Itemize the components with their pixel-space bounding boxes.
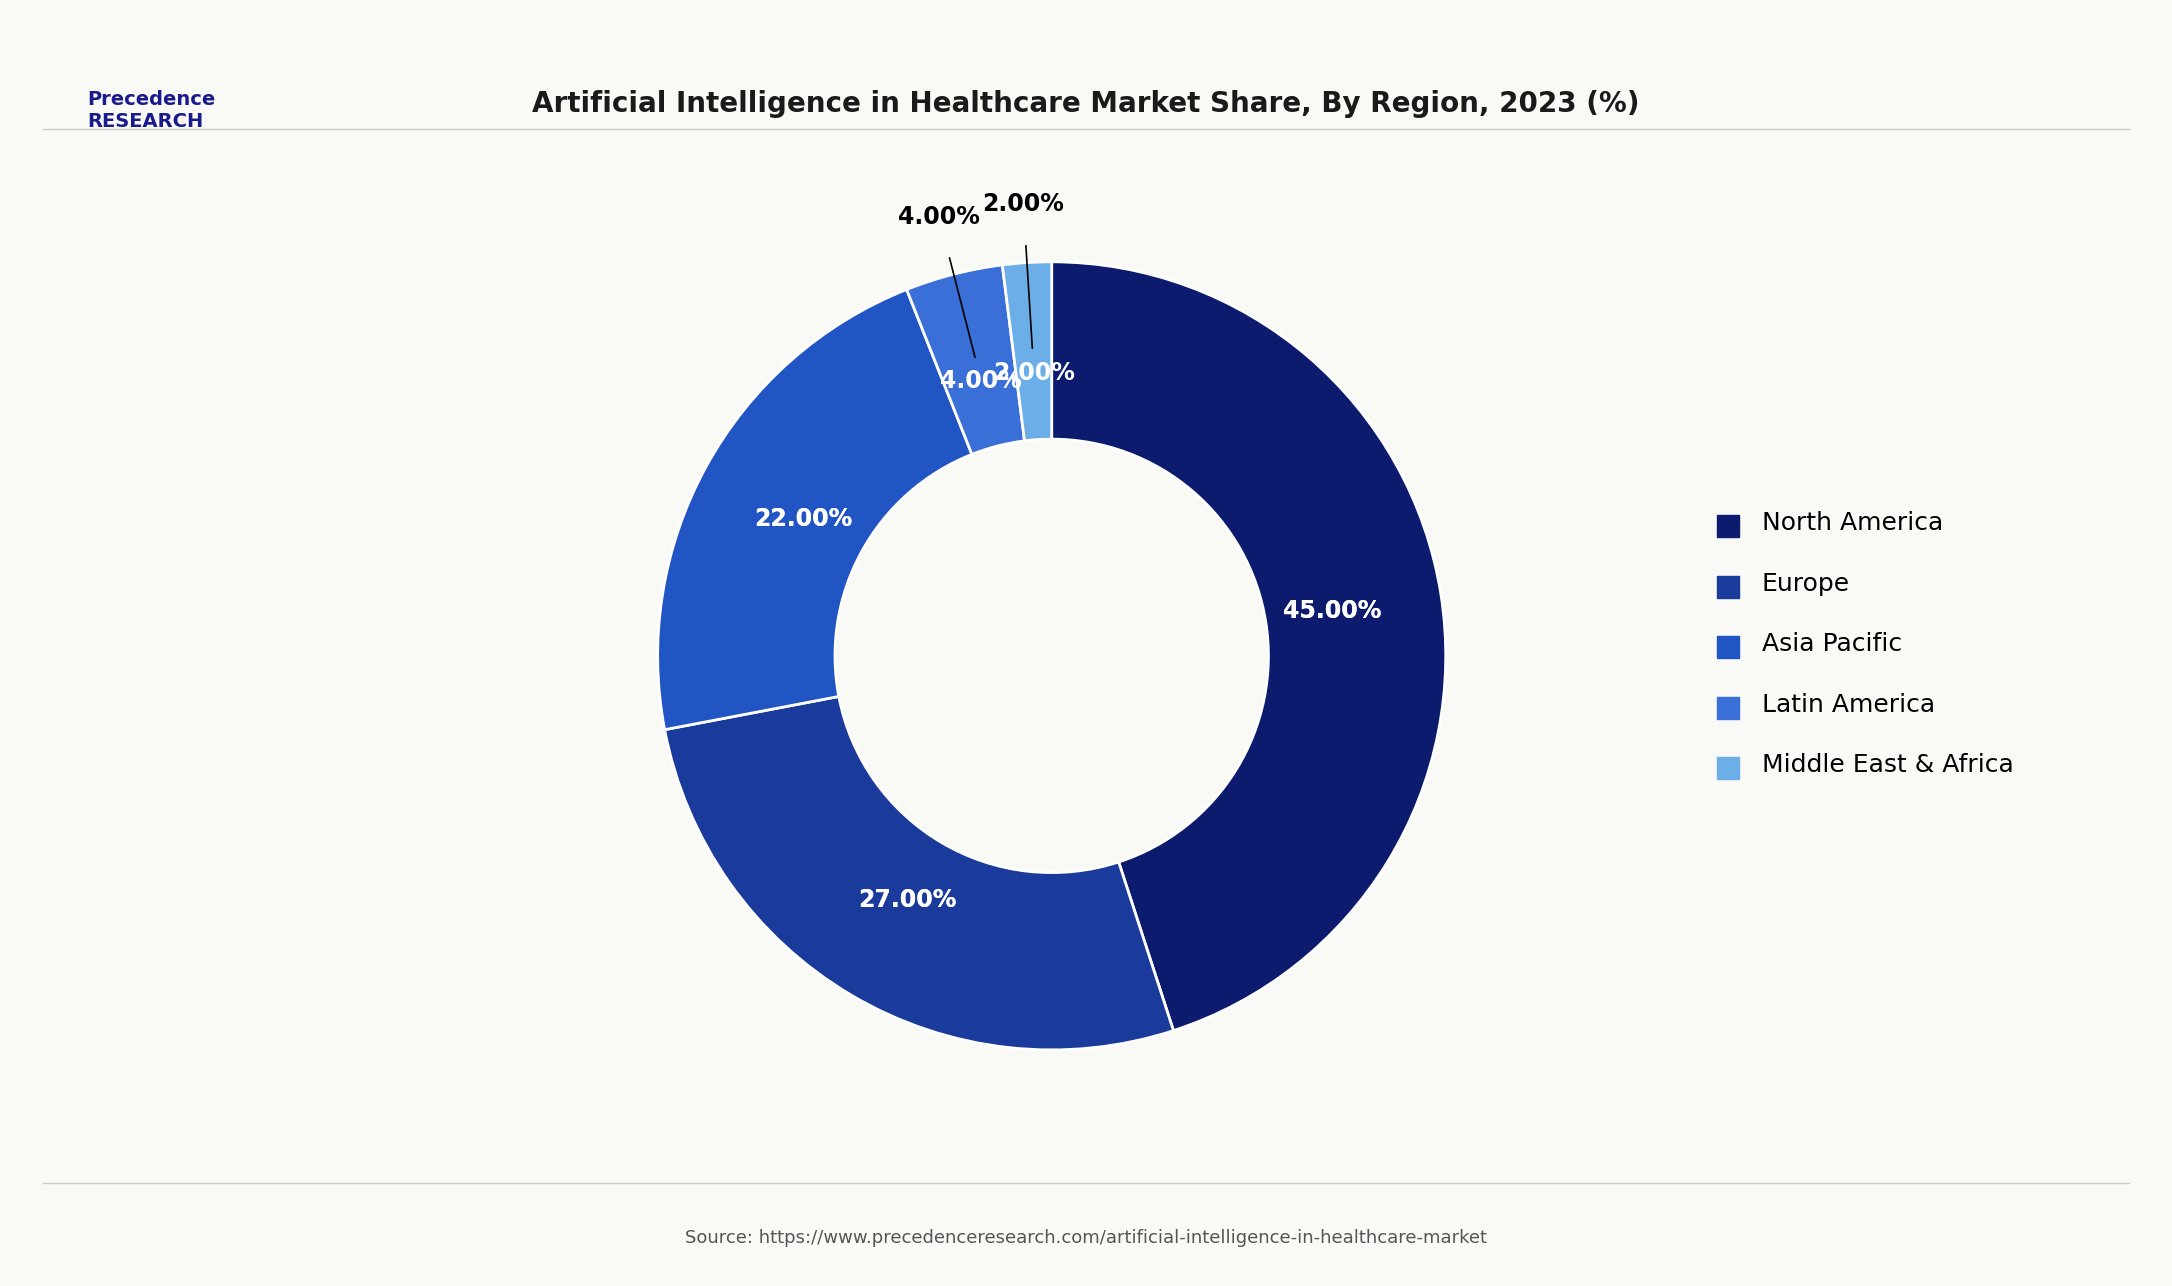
Text: Source: https://www.precedenceresearch.com/artificial-intelligence-in-healthcare: Source: https://www.precedenceresearch.c… (684, 1229, 1488, 1247)
Text: 4.00%: 4.00% (897, 204, 980, 229)
Wedge shape (1001, 262, 1051, 441)
Text: 22.00%: 22.00% (754, 507, 851, 531)
Text: Artificial Intelligence in Healthcare Market Share, By Region, 2023 (%): Artificial Intelligence in Healthcare Ma… (532, 90, 1640, 118)
Wedge shape (665, 697, 1173, 1049)
Text: 2.00%: 2.00% (993, 360, 1075, 385)
Wedge shape (906, 265, 1025, 454)
Wedge shape (658, 289, 971, 729)
Legend: North America, Europe, Asia Pacific, Latin America, Middle East & Africa: North America, Europe, Asia Pacific, Lat… (1707, 496, 2024, 790)
Text: Precedence
RESEARCH: Precedence RESEARCH (87, 90, 215, 131)
Text: 27.00%: 27.00% (858, 889, 956, 912)
Text: 45.00%: 45.00% (1284, 599, 1381, 624)
Text: 45.00%: 45.00% (1284, 599, 1381, 624)
Text: 27.00%: 27.00% (858, 889, 956, 912)
Text: 22.00%: 22.00% (754, 507, 851, 531)
Wedge shape (1051, 262, 1447, 1030)
Text: 2.00%: 2.00% (982, 192, 1064, 216)
Text: 4.00%: 4.00% (940, 369, 1023, 394)
